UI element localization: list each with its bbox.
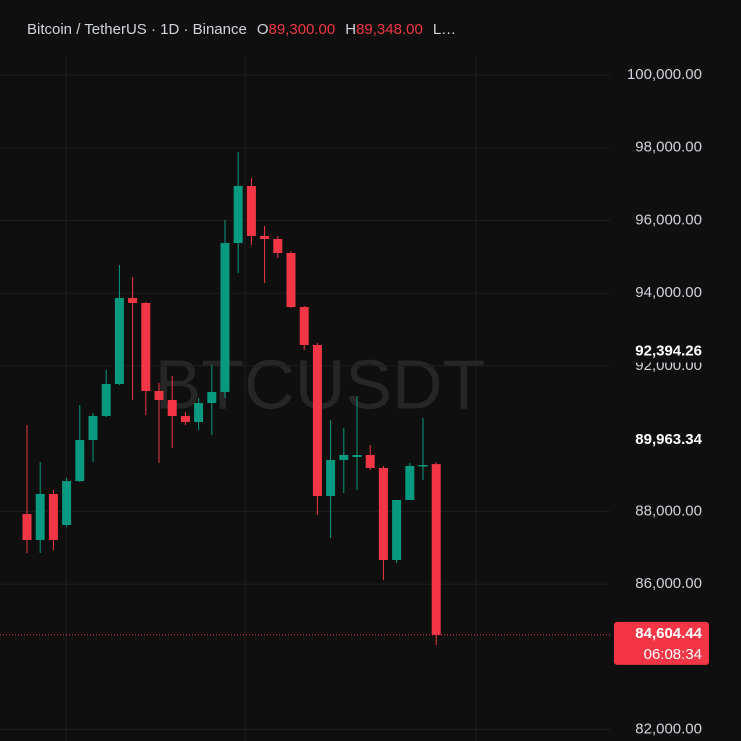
y-tick-label: 96,000.00	[635, 211, 702, 228]
candle-body	[246, 185, 256, 236]
candle-body	[180, 416, 190, 422]
candle-body	[431, 464, 441, 635]
header-value: 89,348.00	[356, 21, 423, 38]
header-key: O	[257, 21, 269, 38]
candle-body	[220, 243, 230, 392]
candle-body	[75, 440, 85, 482]
y-tick-label: 82,000.00	[635, 721, 702, 738]
candle-body	[260, 235, 270, 240]
candle-body	[312, 345, 322, 496]
candle-body	[286, 253, 296, 308]
candle-body	[326, 460, 336, 496]
candle-body	[405, 465, 415, 500]
y-tick-label: 86,000.00	[635, 575, 702, 592]
price-label-box	[614, 428, 709, 451]
candle-body	[207, 391, 217, 404]
candle-body	[128, 297, 138, 304]
candle-body	[114, 297, 124, 384]
header-key: H	[345, 21, 356, 38]
candle-body	[48, 493, 58, 540]
candle-body	[339, 455, 349, 461]
candle-body	[352, 455, 362, 458]
candle-body	[141, 303, 151, 392]
candle-body	[62, 481, 72, 526]
y-tick-label: 98,000.00	[635, 139, 702, 156]
header-key: L…	[433, 21, 456, 38]
candle-body	[392, 499, 402, 560]
header-fields: O89,300.00 H89,348.00 L…	[257, 21, 456, 38]
candle-body	[365, 455, 375, 468]
candle-body	[22, 513, 32, 540]
candle-body	[233, 185, 243, 244]
y-tick-label: 100,000.00	[627, 66, 702, 83]
header: Bitcoin / TetherUS · 1D · Binance O89,300…	[27, 21, 456, 38]
candle-body	[194, 403, 204, 422]
header-value: 89,300.00	[269, 21, 336, 38]
price-label: 89,963.34	[635, 431, 702, 448]
last-price-box	[614, 621, 709, 665]
candle-body	[35, 493, 45, 540]
candle-body	[101, 383, 111, 417]
y-tick-label: 94,000.00	[635, 284, 702, 301]
candle-body	[418, 465, 428, 467]
price-label-box	[614, 340, 709, 363]
candle-body	[273, 239, 283, 254]
candle-body	[167, 399, 177, 417]
countdown: 06:08:34	[644, 646, 702, 663]
candle-body	[154, 391, 164, 400]
y-tick-label: 88,000.00	[635, 502, 702, 519]
candle-body	[88, 416, 98, 441]
price-label: 92,394.26	[635, 343, 702, 360]
last-price-label: 84,604.44	[635, 625, 702, 642]
candle-body	[299, 307, 309, 346]
chart-title: Bitcoin / TetherUS · 1D · Binance	[27, 21, 247, 38]
candle-body	[378, 467, 388, 560]
